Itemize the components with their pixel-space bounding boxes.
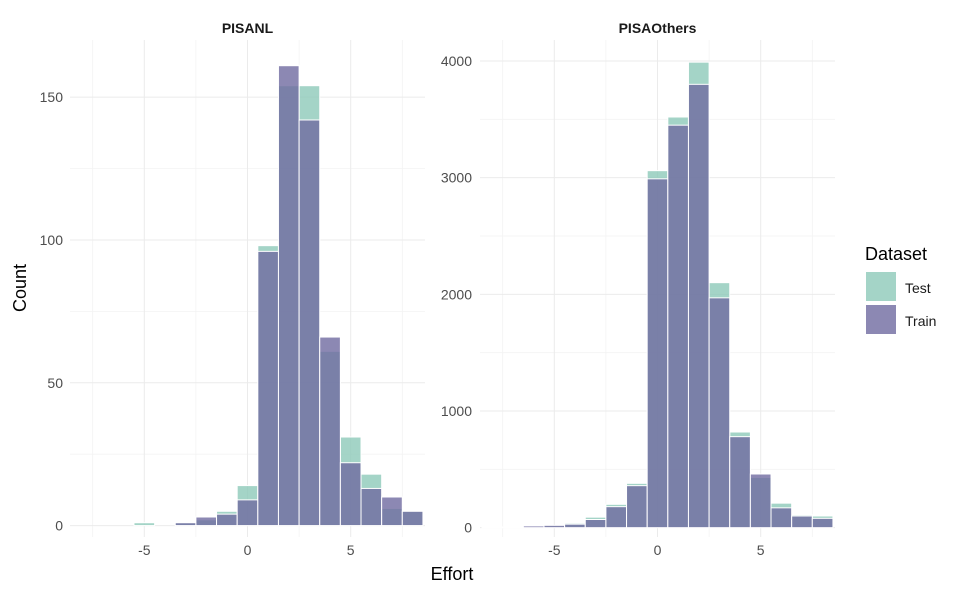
- bar-train-pisaothers: [584, 519, 607, 529]
- y-tick-labels-pisanl: 0 50 100 150: [40, 89, 64, 533]
- y-tick-label-pisaothers: 1000: [441, 403, 472, 419]
- legend-label-test: Test: [905, 280, 931, 296]
- y-axis-title: Count: [10, 264, 30, 312]
- x-tick-labels-pisaothers: -5 0 5: [548, 542, 765, 558]
- y-tick-label-pisanl: 0: [55, 518, 63, 534]
- x-tick-label-pisaothers: -5: [548, 542, 561, 558]
- bar-train-pisaothers: [626, 485, 648, 529]
- y-tick-label-pisanl: 150: [40, 89, 64, 105]
- bar-train-pisaothers: [605, 506, 628, 529]
- x-tick-label-pisaothers: 0: [654, 542, 662, 558]
- panel-pisaothers: PISAOthers -5 0 5 0 1000 2000 3000 4000: [441, 20, 835, 558]
- legend-label-train: Train: [905, 313, 936, 329]
- bar-train-pisaothers: [791, 515, 813, 529]
- facet-title-pisaothers: PISAOthers: [619, 20, 697, 36]
- x-tick-label-pisaothers: 5: [757, 542, 765, 558]
- bar-train-pisaothers: [522, 525, 545, 529]
- bar-train-pisanl: [277, 65, 300, 527]
- x-axis-title: Effort: [431, 564, 474, 584]
- bar-train-pisanl: [319, 336, 341, 527]
- legend: Dataset Test Train: [865, 244, 936, 334]
- facet-title-pisanl: PISANL: [222, 20, 274, 36]
- bar-train-pisanl: [257, 250, 279, 527]
- bar-train-pisaothers: [811, 517, 834, 529]
- y-tick-label-pisaothers: 0: [464, 520, 472, 536]
- bars-train-pisanl: [174, 65, 424, 527]
- y-tick-labels-pisaothers: 0 1000 2000 3000 4000: [441, 53, 472, 536]
- bar-train-pisaothers: [770, 507, 793, 529]
- legend-key-test: [866, 272, 896, 301]
- bar-train-pisaothers: [687, 83, 710, 529]
- bar-train-pisaothers: [749, 473, 772, 529]
- panel-pisanl: PISANL -5 0 5 0 50 100 150: [40, 20, 425, 558]
- x-tick-label-pisanl: 5: [347, 542, 355, 558]
- y-tick-label-pisaothers: 4000: [441, 53, 472, 69]
- x-tick-labels-pisanl: -5 0 5: [138, 542, 355, 558]
- bar-train-pisanl: [216, 513, 238, 527]
- x-tick-label-pisanl: -5: [138, 542, 151, 558]
- bar-train-pisaothers: [729, 436, 751, 529]
- bar-train-pisanl: [236, 499, 259, 527]
- bar-train-pisaothers: [646, 178, 669, 529]
- bar-test-pisanl: [133, 522, 156, 527]
- bar-train-pisaothers: [564, 523, 586, 529]
- bar-train-pisanl: [339, 462, 362, 527]
- legend-key-train: [866, 305, 896, 334]
- bar-train-pisaothers: [543, 524, 566, 529]
- grid-pisanl: [70, 40, 425, 537]
- bar-train-pisanl: [401, 510, 424, 527]
- bar-train-pisanl: [174, 522, 197, 527]
- bar-train-pisanl: [381, 496, 403, 527]
- legend-title: Dataset: [865, 244, 927, 264]
- bar-train-pisanl: [298, 119, 321, 527]
- bar-train-pisaothers: [667, 124, 689, 529]
- bar-train-pisaothers: [708, 297, 731, 529]
- bar-train-pisaothers: [502, 526, 524, 529]
- y-tick-label-pisanl: 50: [47, 375, 63, 391]
- bars-train-pisaothers: [481, 83, 834, 529]
- bar-train-pisaothers: [481, 526, 504, 529]
- y-tick-label-pisaothers: 3000: [441, 170, 472, 186]
- x-tick-label-pisanl: 0: [244, 542, 252, 558]
- y-tick-label-pisaothers: 2000: [441, 286, 472, 302]
- bar-train-pisanl: [360, 487, 383, 527]
- bar-train-pisanl: [195, 516, 218, 527]
- y-tick-label-pisanl: 100: [40, 232, 64, 248]
